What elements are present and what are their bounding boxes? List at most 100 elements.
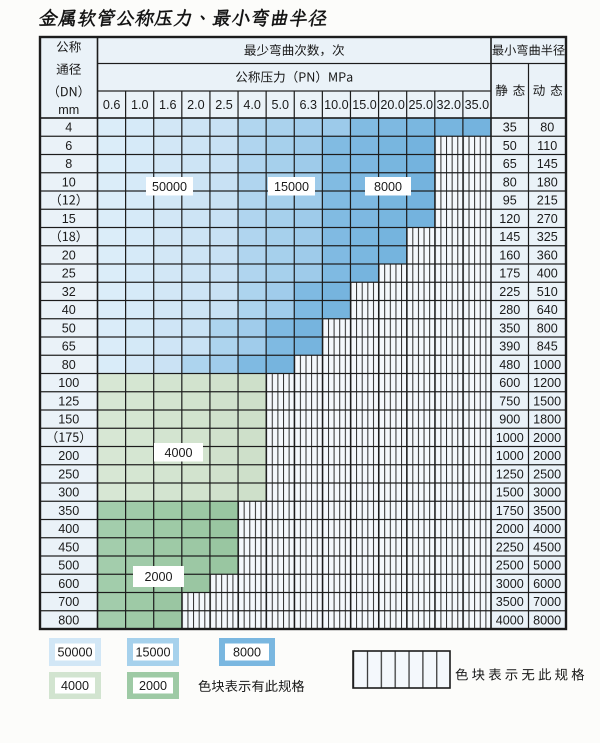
svg-text:10: 10	[62, 175, 76, 189]
svg-text:1750: 1750	[496, 504, 524, 518]
svg-text:5000: 5000	[533, 559, 561, 573]
svg-text:5.0: 5.0	[271, 98, 289, 112]
svg-text:110: 110	[537, 139, 557, 153]
svg-text:600: 600	[58, 577, 79, 591]
svg-text:2500: 2500	[496, 559, 524, 573]
svg-text:80: 80	[62, 358, 76, 372]
svg-text:400: 400	[58, 522, 79, 536]
svg-text:500: 500	[58, 559, 79, 573]
svg-text:32: 32	[62, 285, 76, 299]
svg-text:2.5: 2.5	[215, 98, 233, 112]
svg-text:350: 350	[499, 321, 520, 335]
svg-text:8000: 8000	[374, 180, 402, 194]
svg-text:20: 20	[62, 248, 76, 262]
svg-text:3500: 3500	[533, 504, 561, 518]
svg-text:6: 6	[65, 139, 72, 153]
svg-text:145: 145	[499, 230, 520, 244]
svg-text:15.0: 15.0	[352, 98, 377, 112]
svg-text:35.0: 35.0	[465, 98, 490, 112]
svg-text:700: 700	[58, 595, 79, 609]
svg-text:2000: 2000	[533, 449, 561, 463]
svg-text:3500: 3500	[496, 595, 524, 609]
svg-text:1200: 1200	[533, 376, 561, 390]
svg-text:150: 150	[58, 413, 79, 427]
svg-text:2250: 2250	[496, 540, 524, 554]
svg-text:80: 80	[503, 175, 517, 189]
svg-text:300: 300	[58, 486, 79, 500]
svg-text:900: 900	[499, 413, 520, 427]
svg-text:4500: 4500	[533, 540, 561, 554]
svg-text:250: 250	[58, 467, 79, 481]
svg-text:200: 200	[58, 449, 79, 463]
svg-text:120: 120	[499, 212, 520, 226]
svg-text:800: 800	[537, 321, 558, 335]
svg-text:1000: 1000	[533, 358, 561, 372]
svg-text:1.6: 1.6	[159, 98, 177, 112]
svg-text:2000: 2000	[496, 522, 524, 536]
svg-text:1800: 1800	[533, 413, 561, 427]
svg-text:7000: 7000	[533, 595, 561, 609]
svg-text:845: 845	[537, 340, 558, 354]
svg-text:4000: 4000	[164, 446, 192, 460]
svg-text:750: 750	[499, 394, 520, 408]
svg-text:20.0: 20.0	[380, 98, 405, 112]
svg-text:215: 215	[537, 194, 558, 208]
svg-text:450: 450	[58, 540, 79, 554]
svg-text:15000: 15000	[274, 180, 309, 194]
svg-text:2000: 2000	[144, 570, 172, 584]
svg-text:280: 280	[499, 303, 520, 317]
svg-text:225: 225	[499, 285, 520, 299]
svg-text:15: 15	[62, 212, 76, 226]
svg-text:50000: 50000	[57, 646, 92, 660]
svg-text:350: 350	[58, 504, 79, 518]
svg-text:800: 800	[58, 613, 79, 627]
svg-text:mm: mm	[58, 103, 79, 117]
svg-text:3000: 3000	[496, 577, 524, 591]
svg-text:480: 480	[499, 358, 520, 372]
svg-text:1500: 1500	[533, 394, 561, 408]
svg-text:145: 145	[537, 157, 558, 171]
svg-text:2000: 2000	[533, 431, 561, 445]
svg-text:65: 65	[62, 340, 76, 354]
svg-text:510: 510	[537, 285, 558, 299]
svg-text:390: 390	[499, 340, 520, 354]
svg-text:1000: 1000	[496, 431, 524, 445]
svg-text:125: 125	[58, 394, 79, 408]
svg-text:65: 65	[503, 157, 517, 171]
svg-text:2000: 2000	[139, 679, 167, 693]
svg-text:325: 325	[537, 230, 558, 244]
svg-text:32.0: 32.0	[437, 98, 462, 112]
svg-text:2500: 2500	[533, 467, 561, 481]
svg-text:160: 160	[499, 248, 520, 262]
svg-text:1250: 1250	[496, 467, 524, 481]
svg-text:4.0: 4.0	[243, 98, 261, 112]
svg-text:35: 35	[503, 121, 517, 135]
svg-text:25.0: 25.0	[408, 98, 433, 112]
svg-text:400: 400	[537, 267, 558, 281]
svg-text:600: 600	[499, 376, 520, 390]
svg-text:3000: 3000	[533, 486, 561, 500]
svg-text:1000: 1000	[496, 449, 524, 463]
svg-text:95: 95	[503, 194, 517, 208]
svg-text:4: 4	[65, 121, 72, 135]
svg-text:640: 640	[537, 303, 558, 317]
svg-text:25: 25	[62, 267, 76, 281]
svg-text:4000: 4000	[533, 522, 561, 536]
svg-text:180: 180	[537, 175, 558, 189]
svg-text:50000: 50000	[152, 180, 187, 194]
svg-text:80: 80	[540, 121, 554, 135]
svg-text:1.0: 1.0	[131, 98, 149, 112]
svg-text:50: 50	[503, 139, 517, 153]
svg-text:8000: 8000	[533, 613, 561, 627]
svg-text:40: 40	[62, 303, 76, 317]
svg-text:4000: 4000	[496, 613, 524, 627]
svg-text:6.3: 6.3	[300, 98, 318, 112]
svg-text:1500: 1500	[496, 486, 524, 500]
svg-text:15000: 15000	[135, 646, 170, 660]
svg-text:10.0: 10.0	[324, 98, 349, 112]
svg-text:8000: 8000	[233, 646, 261, 660]
svg-text:360: 360	[537, 248, 558, 262]
svg-text:50: 50	[62, 321, 76, 335]
svg-text:175: 175	[499, 267, 520, 281]
svg-text:8: 8	[65, 157, 72, 171]
